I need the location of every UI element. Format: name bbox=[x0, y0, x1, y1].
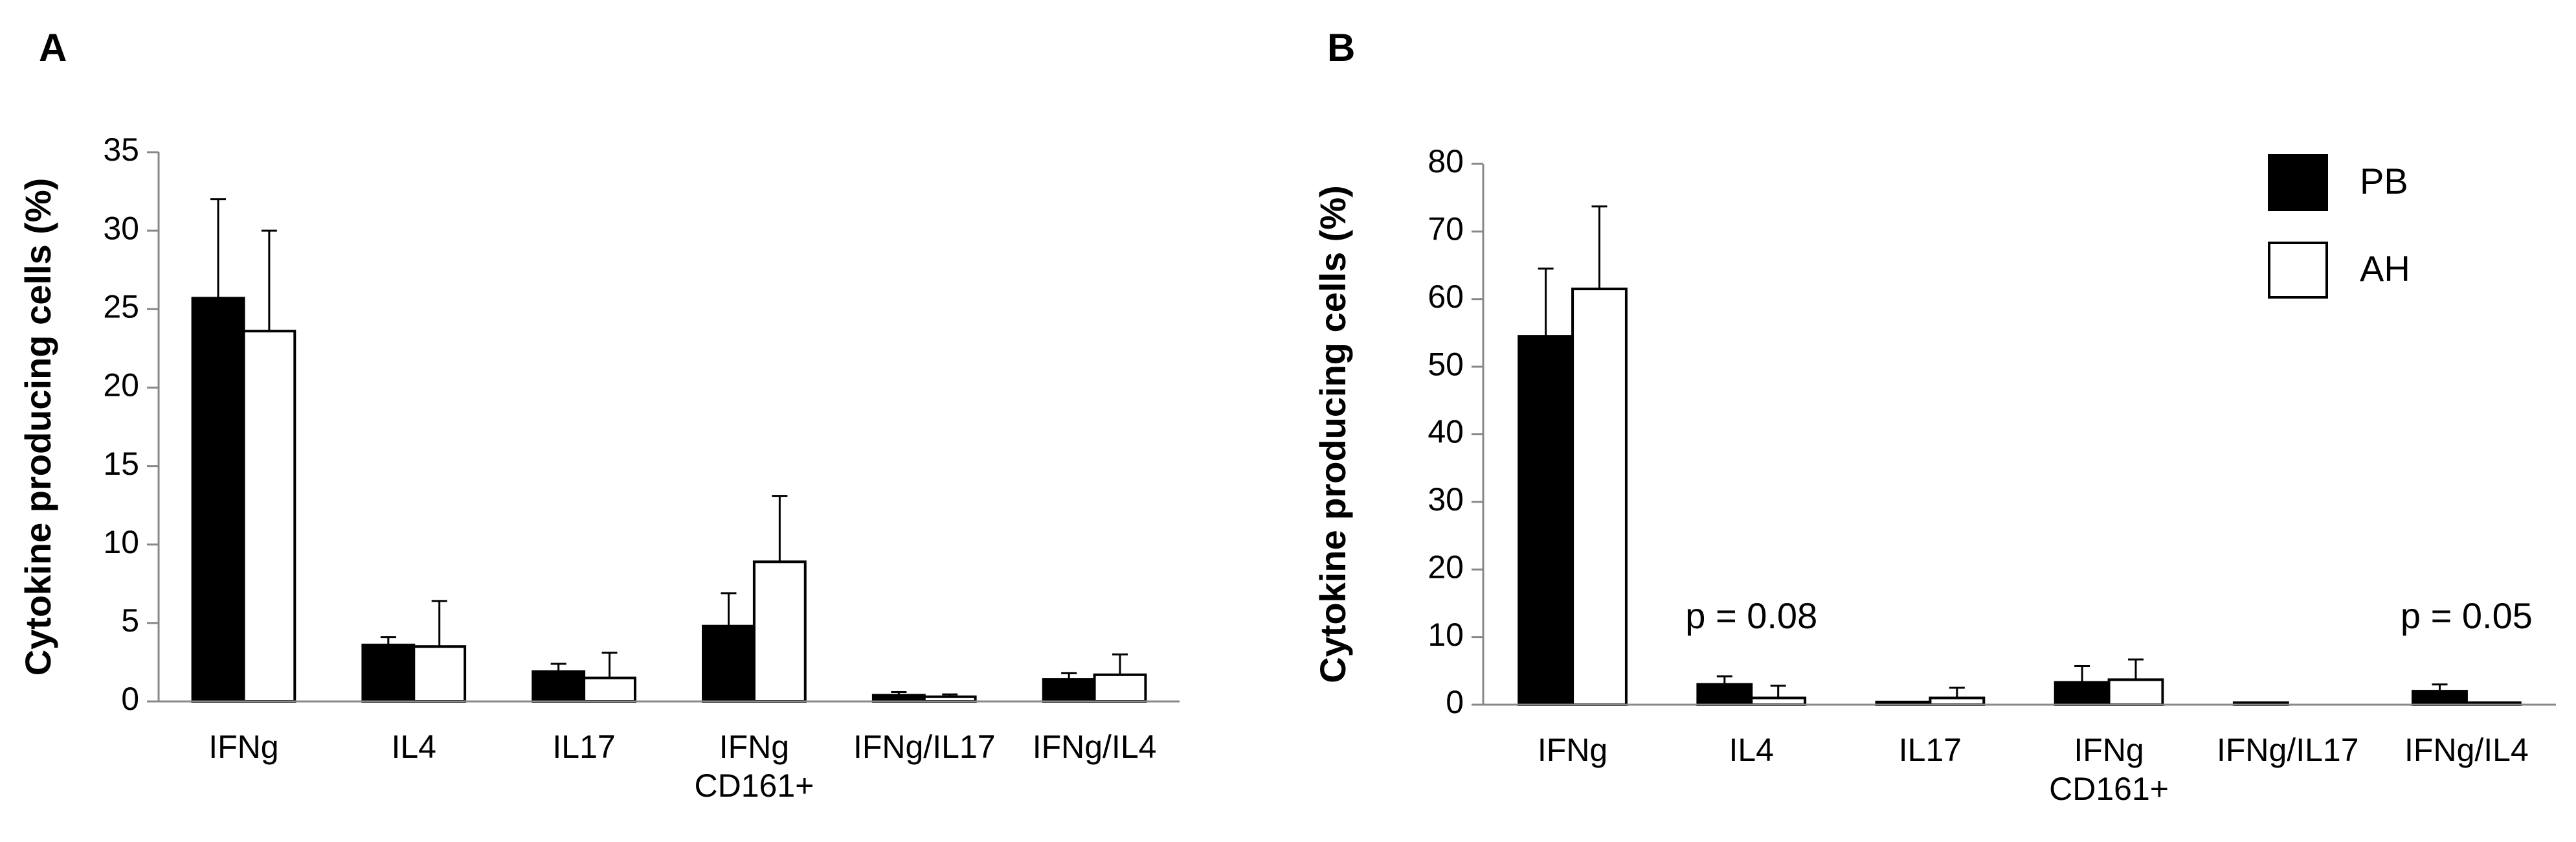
x-tick-label: IFNg/IL17 bbox=[2216, 732, 2359, 768]
y-tick-label: 70 bbox=[1428, 211, 1464, 247]
bar bbox=[532, 670, 586, 703]
x-tick-label: IL4 bbox=[391, 729, 436, 765]
y-tick-label: 40 bbox=[1428, 414, 1464, 450]
y-tick-label: 30 bbox=[1428, 481, 1464, 518]
bar bbox=[2054, 681, 2111, 707]
bar bbox=[412, 645, 467, 703]
bar bbox=[752, 560, 807, 703]
panel-label: A bbox=[39, 26, 67, 69]
y-axis-title: Cytokine producing cells (%) bbox=[17, 178, 58, 676]
bar bbox=[702, 624, 756, 703]
bar bbox=[1571, 288, 1628, 706]
y-tick-label: 0 bbox=[121, 681, 139, 717]
legend-swatch bbox=[2268, 154, 2328, 211]
x-tick-label: IL17 bbox=[552, 729, 616, 765]
x-tick-label: IL17 bbox=[1898, 732, 1962, 768]
x-tick-label: IFNg/IL17 bbox=[853, 729, 996, 765]
bar bbox=[2107, 678, 2164, 706]
bar bbox=[583, 676, 636, 703]
legend-label: PB bbox=[2360, 161, 2408, 201]
y-tick-label: 0 bbox=[1446, 684, 1464, 720]
x-tick-label: IFNg bbox=[1537, 732, 1608, 768]
legend-swatch bbox=[2268, 242, 2328, 299]
bar bbox=[1093, 673, 1147, 703]
legend-label: AH bbox=[2360, 248, 2410, 289]
y-tick-label: 15 bbox=[103, 446, 139, 482]
bar bbox=[1696, 683, 1753, 706]
y-tick-label: 10 bbox=[1428, 617, 1464, 653]
y-tick-label: 50 bbox=[1428, 346, 1464, 382]
y-tick-label: 80 bbox=[1428, 143, 1464, 179]
bar bbox=[361, 643, 416, 703]
y-tick-label: 20 bbox=[103, 367, 139, 404]
x-tick-label: IFNg/IL4 bbox=[2404, 732, 2529, 768]
bar bbox=[1929, 696, 1986, 706]
annotation: p = 0.08 bbox=[1685, 595, 1817, 636]
y-tick-label: 20 bbox=[1428, 549, 1464, 585]
y-tick-label: 25 bbox=[103, 288, 139, 324]
y-tick-label: 10 bbox=[103, 524, 139, 560]
y-tick-label: 60 bbox=[1428, 279, 1464, 315]
x-tick-label: IFNg bbox=[208, 729, 279, 765]
y-axis-title: Cytokine producing cells (%) bbox=[1312, 185, 1353, 683]
bar bbox=[1750, 696, 1807, 706]
panel-label: B bbox=[1327, 26, 1355, 69]
x-tick-label: IFNg/IL4 bbox=[1032, 729, 1157, 765]
bar bbox=[2412, 690, 2468, 706]
y-tick-label: 30 bbox=[103, 210, 139, 246]
bar bbox=[242, 330, 297, 703]
bar bbox=[1042, 678, 1096, 703]
x-tick-label: IL4 bbox=[1729, 732, 1774, 768]
annotation: p = 0.05 bbox=[2401, 595, 2533, 636]
bar bbox=[191, 297, 245, 703]
y-tick-label: 35 bbox=[103, 131, 139, 168]
bar bbox=[1518, 335, 1574, 706]
x-tick-label: IFNg CD161+ bbox=[694, 729, 814, 804]
x-tick-label: IFNg CD161+ bbox=[2049, 732, 2169, 807]
y-tick-label: 5 bbox=[121, 602, 139, 639]
